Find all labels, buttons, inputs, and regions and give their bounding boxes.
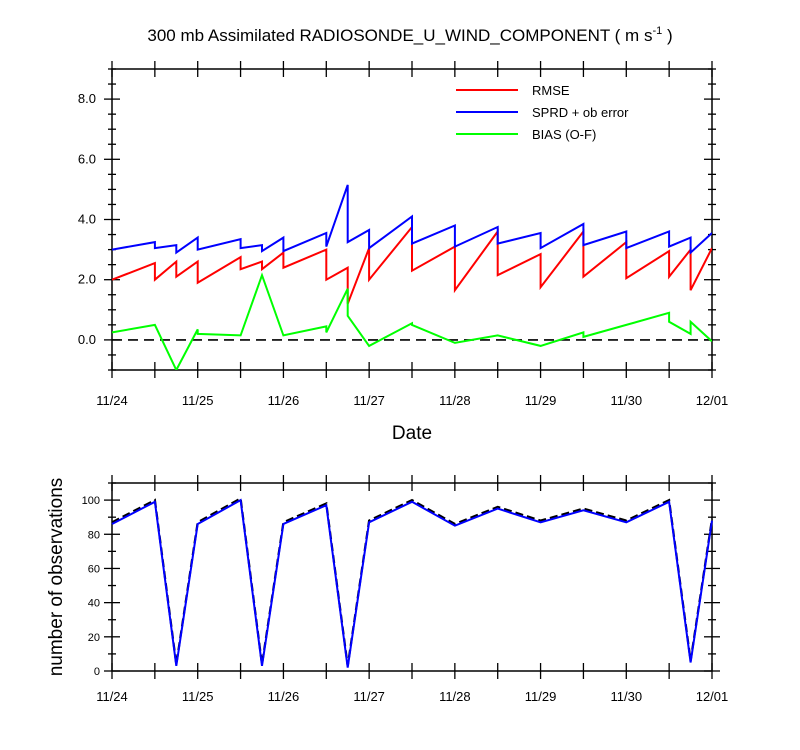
top-x-axis-title: Date (392, 423, 432, 444)
legend: RMSE SPRD + ob error BIAS (O-F) (456, 83, 629, 142)
legend-label: BIAS (O-F) (532, 127, 596, 142)
y-tick-label: 4.0 (78, 212, 96, 227)
x-tick-label: 11/28 (439, 689, 471, 704)
series-line-used (111, 498, 713, 668)
bottom-series-lines (111, 496, 714, 668)
x-tick-label: 11/29 (525, 393, 557, 408)
legend-label: RMSE (532, 83, 570, 98)
y-tick-label: 6.0 (78, 151, 96, 166)
bottom-plot-frame (111, 482, 713, 672)
bottom-y-axis-title: number of observations (46, 478, 67, 677)
x-tick-label: 11/25 (182, 689, 214, 704)
x-tick-label: 11/24 (96, 689, 128, 704)
x-tick-label: 11/24 (96, 393, 128, 408)
x-tick-label: 11/25 (182, 393, 214, 408)
y-tick-label: 0 (94, 666, 100, 678)
y-tick-label: 8.0 (78, 91, 96, 106)
top-x-tick-labels: 11/24 11/25 11/26 11/27 11/28 11/29 11/30 12/01 (96, 393, 728, 408)
y-tick-label: 0.0 (78, 332, 96, 347)
legend-label: SPRD + ob error (532, 105, 629, 120)
x-tick-label: 11/27 (353, 393, 385, 408)
chart-title: 300 mb Assimilated RADIOSONDE_U_WIND_COM… (147, 25, 672, 45)
x-tick-label: 11/29 (525, 689, 557, 704)
y-tick-label: 2.0 (78, 272, 96, 287)
x-tick-label: 12/01 (696, 393, 729, 408)
x-tick-label: 11/26 (268, 689, 300, 704)
x-tick-label: 11/27 (353, 689, 385, 704)
y-tick-label: 100 (82, 495, 100, 507)
x-tick-label: 11/30 (610, 393, 642, 408)
y-tick-label: 20 (88, 632, 100, 644)
series-line-bias-o-f (112, 272, 712, 370)
series-line-possible-dashed (111, 496, 714, 667)
series-line-sprd-ob-error (112, 184, 712, 255)
top-y-tick-labels: 8.0 6.0 4.0 2.0 0.0 (78, 91, 96, 347)
y-tick-label: 60 (88, 563, 100, 575)
top-panel: 8.06.04.02.00.0 11/24 11/25 11/26 11/27 11/2… (78, 61, 728, 444)
x-tick-label: 12/01 (696, 689, 729, 704)
bottom-ticks (104, 475, 720, 679)
bottom-y-tick-labels: 100 80 60 40 20 0 (82, 495, 100, 678)
y-tick-label: 80 (88, 529, 100, 541)
x-tick-label: 11/28 (439, 393, 471, 408)
x-tick-label: 11/30 (610, 689, 642, 704)
bottom-x-tick-labels: 11/24 11/25 11/26 11/27 11/28 11/29 11/30 12/01 (96, 689, 728, 704)
y-tick-label: 40 (88, 598, 100, 610)
top-ticks (104, 61, 720, 378)
top-series-lines (112, 184, 712, 370)
x-tick-label: 11/26 (268, 393, 300, 408)
